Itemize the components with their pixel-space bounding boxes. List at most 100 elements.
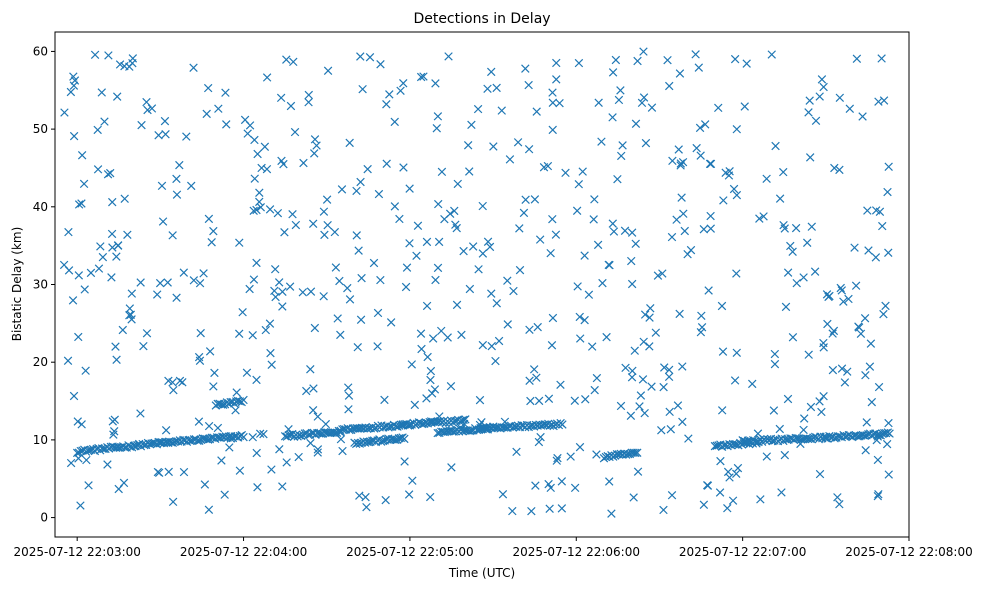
detection-point xyxy=(306,365,315,374)
detection-point xyxy=(204,421,214,431)
detection-point xyxy=(791,223,801,233)
detection-point xyxy=(343,383,353,392)
detection-point xyxy=(505,155,515,164)
detection-point xyxy=(828,365,838,375)
detection-point xyxy=(66,458,76,468)
detection-point xyxy=(84,481,93,490)
detection-point xyxy=(357,273,366,283)
detection-point xyxy=(605,260,614,270)
detection-point xyxy=(783,268,793,277)
detection-point xyxy=(694,63,704,72)
detection-point xyxy=(250,135,259,145)
detection-point xyxy=(338,446,347,456)
detection-point xyxy=(830,163,839,173)
detection-point xyxy=(288,209,297,219)
detection-point xyxy=(742,59,751,68)
detection-point xyxy=(382,100,391,109)
detection-point xyxy=(399,163,408,172)
detection-point xyxy=(298,288,308,297)
detection-point xyxy=(430,385,440,394)
detection-point xyxy=(245,284,254,294)
detection-point xyxy=(780,450,790,460)
detection-point xyxy=(677,193,686,202)
detection-point xyxy=(835,499,844,509)
detection-point xyxy=(862,418,871,427)
detection-point xyxy=(207,238,216,247)
detection-point xyxy=(597,137,606,146)
detection-point xyxy=(638,375,648,384)
detection-point xyxy=(521,195,530,205)
detection-point xyxy=(545,421,555,430)
x-tick-label: 2025-07-12 22:06:00 xyxy=(513,545,640,559)
detection-point xyxy=(63,356,73,365)
detection-point xyxy=(555,98,564,108)
detection-point xyxy=(686,245,696,255)
detection-point xyxy=(763,434,772,444)
detection-point xyxy=(730,376,740,385)
detection-point xyxy=(716,456,725,466)
detection-point xyxy=(621,450,631,459)
detection-point xyxy=(844,294,853,304)
detection-point xyxy=(385,90,394,99)
detection-point xyxy=(209,226,218,236)
detection-point xyxy=(725,473,734,482)
detection-point xyxy=(854,322,863,331)
detection-point xyxy=(129,441,139,451)
detection-point xyxy=(665,407,674,417)
detection-point xyxy=(545,504,554,513)
detection-point xyxy=(330,227,340,237)
detection-point xyxy=(819,343,828,352)
detection-point xyxy=(540,420,549,429)
detection-point xyxy=(252,205,261,215)
detection-point xyxy=(373,342,382,351)
detection-point xyxy=(631,239,640,249)
detection-point xyxy=(666,425,676,434)
detection-point xyxy=(336,330,345,340)
detection-point xyxy=(667,232,677,242)
detection-point xyxy=(353,342,362,352)
detection-point xyxy=(575,312,584,322)
detection-point xyxy=(356,52,365,61)
detection-point xyxy=(60,108,69,117)
detection-point xyxy=(74,271,84,280)
detection-point xyxy=(705,159,715,169)
detection-point xyxy=(629,448,638,457)
detection-point xyxy=(273,208,283,218)
x-tick-label: 2025-07-12 22:05:00 xyxy=(346,545,473,559)
detection-point xyxy=(524,80,533,90)
detection-point xyxy=(557,504,567,513)
detection-point xyxy=(452,300,462,310)
detection-point xyxy=(79,179,89,189)
detection-point xyxy=(445,209,455,218)
detection-point xyxy=(858,112,867,121)
detection-point xyxy=(548,214,557,224)
detection-point xyxy=(74,332,83,342)
detection-point xyxy=(217,456,226,465)
detection-point xyxy=(877,54,886,63)
detection-point xyxy=(819,391,828,401)
detection-point xyxy=(531,481,540,490)
detection-point xyxy=(532,107,541,116)
detection-point xyxy=(468,242,478,251)
detection-point xyxy=(515,224,524,233)
detection-point xyxy=(280,228,289,237)
detection-point xyxy=(205,347,215,356)
detection-point xyxy=(235,466,245,475)
detection-point xyxy=(878,221,887,231)
detection-point xyxy=(767,50,776,59)
detection-point xyxy=(675,309,684,319)
detection-point xyxy=(457,330,466,340)
detection-point xyxy=(142,97,151,107)
detection-point xyxy=(659,382,668,392)
detection-point xyxy=(861,370,870,380)
detection-point xyxy=(728,439,738,449)
detection-point xyxy=(204,214,214,224)
detection-point xyxy=(120,194,129,203)
detection-point xyxy=(538,420,548,430)
detection-point xyxy=(483,84,492,94)
detection-point xyxy=(706,224,716,233)
detection-point xyxy=(310,149,319,158)
detection-point xyxy=(168,231,177,240)
detection-point xyxy=(498,490,508,499)
detection-point xyxy=(262,164,272,174)
